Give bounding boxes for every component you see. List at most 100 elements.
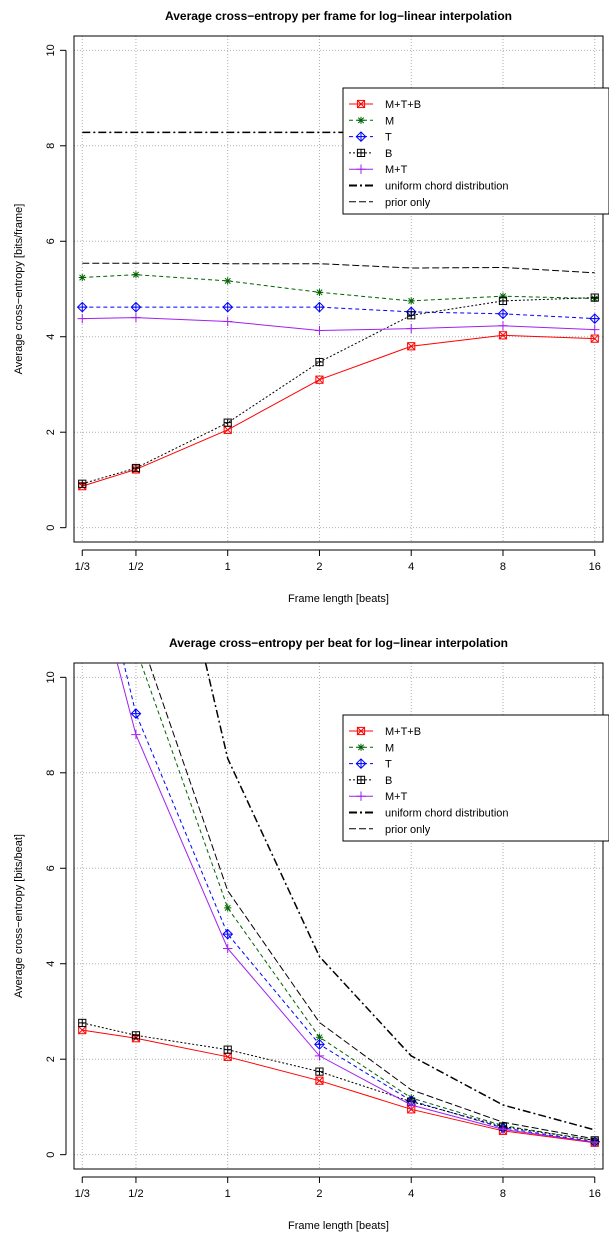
data-point bbox=[78, 1018, 87, 1028]
series-line-2 bbox=[82, 306, 595, 320]
series-line-3 bbox=[82, 297, 595, 485]
data-point bbox=[590, 324, 600, 335]
data-point bbox=[407, 297, 415, 305]
x-tick-label: 1 bbox=[225, 1188, 231, 1200]
data-point bbox=[131, 463, 141, 473]
legend: M+T+B MTB M+T uniform chord distribution pri… bbox=[342, 87, 609, 215]
data-point bbox=[407, 311, 416, 320]
series-line-1 bbox=[82, 274, 595, 302]
data-point bbox=[132, 271, 140, 279]
data-point bbox=[131, 1031, 141, 1040]
legend-box bbox=[342, 87, 609, 215]
series-line-4 bbox=[82, 317, 595, 332]
legend-label: M bbox=[385, 742, 394, 754]
data-point bbox=[498, 296, 508, 306]
data-point bbox=[315, 1033, 324, 1041]
series-line-4 bbox=[116, 663, 595, 1143]
data-point bbox=[590, 334, 599, 343]
legend-label: M+T bbox=[385, 164, 408, 176]
x-tick-label: 1 bbox=[225, 561, 231, 573]
x-tick-label: 16 bbox=[589, 1188, 601, 1200]
x-axis-label: Frame length [beats] bbox=[288, 593, 389, 605]
legend-marker bbox=[356, 791, 366, 801]
y-tick-label: 8 bbox=[45, 143, 57, 149]
legend-label: T bbox=[385, 759, 392, 771]
data-point bbox=[314, 301, 325, 313]
data-point bbox=[315, 1067, 324, 1076]
data-point bbox=[498, 1124, 508, 1135]
data-point bbox=[77, 313, 87, 324]
x-tick-label: 4 bbox=[408, 1188, 414, 1200]
chart-frame: Average cross−entropy per frame for log−… bbox=[13, 9, 609, 605]
data-point bbox=[130, 301, 142, 313]
y-tick-label: 4 bbox=[45, 961, 57, 967]
series-line-0 bbox=[82, 334, 595, 487]
data-point bbox=[222, 928, 234, 940]
series-line-6 bbox=[82, 262, 595, 274]
data-point bbox=[223, 1045, 232, 1054]
data-point bbox=[130, 708, 142, 719]
legend-label: B bbox=[385, 148, 392, 160]
y-tick-label: 0 bbox=[45, 1152, 57, 1158]
y-tick-label: 4 bbox=[45, 334, 57, 340]
legend-label: M+T bbox=[385, 791, 408, 803]
x-tick-label: 1/3 bbox=[75, 561, 90, 573]
plot-area bbox=[78, 645, 601, 1148]
legend-marker bbox=[356, 99, 366, 109]
y-tick-label: 10 bbox=[45, 44, 57, 56]
legend-label: B bbox=[385, 775, 392, 787]
data-point bbox=[406, 323, 416, 334]
y-tick-label: 6 bbox=[45, 238, 57, 244]
y-tick-label: 0 bbox=[45, 525, 57, 531]
data-point bbox=[78, 273, 86, 282]
data-point bbox=[589, 313, 601, 324]
legend-label: uniform chord distribution bbox=[385, 181, 509, 193]
data-point bbox=[314, 325, 325, 336]
y-tick-label: 2 bbox=[45, 1056, 57, 1062]
data-point bbox=[132, 645, 139, 652]
legend-marker bbox=[356, 726, 366, 736]
x-tick-label: 16 bbox=[589, 561, 601, 573]
data-point bbox=[314, 1039, 325, 1050]
data-point bbox=[222, 301, 234, 313]
series-line-6 bbox=[148, 663, 595, 1140]
x-axis-label: Frame length [beats] bbox=[288, 1220, 389, 1232]
legend-label: prior only bbox=[385, 197, 431, 209]
x-tick-label: 4 bbox=[408, 561, 414, 573]
legend-label: uniform chord distribution bbox=[385, 808, 509, 820]
x-tick-label: 1/3 bbox=[75, 1188, 90, 1200]
data-point bbox=[131, 729, 141, 740]
y-axis-label: Average cross−entropy [bits/frame] bbox=[13, 204, 25, 375]
y-tick-label: 6 bbox=[45, 865, 57, 871]
series-line-3 bbox=[82, 1022, 595, 1141]
series-line-0 bbox=[82, 1029, 595, 1144]
x-tick-label: 8 bbox=[500, 1188, 506, 1200]
data-point bbox=[498, 331, 508, 340]
legend-marker bbox=[356, 775, 366, 785]
legend-marker bbox=[356, 164, 366, 174]
data-point bbox=[223, 943, 233, 954]
series-line-1 bbox=[140, 663, 595, 1141]
chart-title: Average cross−entropy per frame for log−… bbox=[165, 9, 512, 23]
y-tick-label: 10 bbox=[45, 671, 57, 683]
data-point bbox=[223, 418, 232, 427]
legend-marker bbox=[355, 131, 367, 142]
data-point bbox=[315, 357, 324, 367]
legend-marker bbox=[357, 743, 365, 751]
legend-marker bbox=[356, 148, 366, 158]
x-tick-label: 1/2 bbox=[128, 561, 143, 573]
x-tick-label: 1/2 bbox=[128, 1188, 143, 1200]
data-point bbox=[406, 1100, 416, 1110]
y-axis-label: Average cross−entropy [bits/beat] bbox=[13, 834, 25, 998]
series-line-2 bbox=[123, 663, 595, 1143]
x-tick-label: 2 bbox=[316, 561, 322, 573]
data-point bbox=[224, 904, 232, 912]
data-point bbox=[314, 1051, 325, 1061]
data-point bbox=[315, 288, 324, 296]
chart-title: Average cross−entropy per beat for log−l… bbox=[169, 636, 508, 650]
legend-label: T bbox=[385, 132, 392, 144]
plot-frame bbox=[73, 662, 604, 1170]
legend-marker bbox=[357, 116, 365, 124]
plot-area bbox=[76, 131, 601, 491]
data-point bbox=[223, 316, 233, 327]
